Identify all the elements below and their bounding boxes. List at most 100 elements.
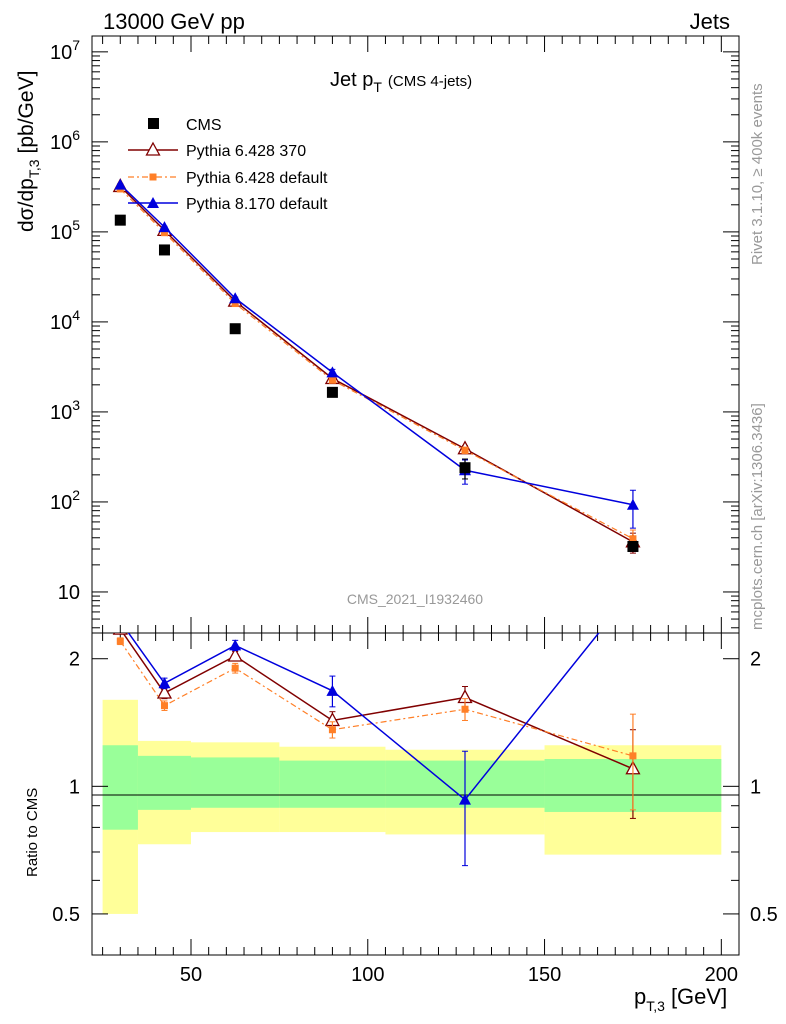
plot-title: Jet pT (CMS 4-jets) [330, 69, 472, 95]
point-2-3 [328, 376, 336, 384]
series-line-1 [119, 185, 634, 543]
series-line-2 [119, 188, 634, 540]
header-right-label: Jets [690, 9, 730, 34]
point-1-3 [328, 726, 336, 734]
main-y-tick-label-1: 102 [50, 487, 80, 514]
main-y-axis-label: dσ/dpT,3 [pb/GeV] [15, 71, 42, 232]
x-tick-label-1: 100 [351, 964, 384, 986]
point-3-3 [326, 366, 339, 378]
point-0-5 [627, 540, 639, 552]
main-y-tick-label-5: 106 [50, 127, 80, 154]
x-tick-label-0: 50 [180, 964, 202, 986]
series-3 [114, 178, 639, 529]
main-y-axis: 10 102 103 104 105 106 107 [50, 37, 739, 629]
main-y-label-main: dσ/dp [15, 178, 38, 232]
x-axis: 50 100 150 200 [102, 36, 740, 986]
point-1-1 [160, 702, 168, 710]
legend-entry-pythia6-370: Pythia 6.428 370 [128, 141, 306, 160]
ratio-plot-frame [91, 632, 740, 956]
point-0-2 [227, 647, 243, 662]
legend-label-cms: CMS [186, 117, 222, 134]
analysis-watermark: CMS_2021_I1932460 [347, 591, 483, 607]
band-inner-1 [137, 755, 191, 810]
legend-marker-pythia8-default [147, 197, 159, 208]
main-y-tick-label-0: 10 [58, 582, 80, 604]
x-label-unit: [GeV] [671, 984, 727, 1009]
band-inner-0 [102, 745, 138, 830]
x-label-main: p [634, 984, 646, 1009]
plot-title-note: (CMS 4-jets) [388, 73, 472, 90]
point-0-1 [158, 244, 170, 256]
ratio-y-tick-label-left-1: 1 [69, 776, 80, 798]
point-1-5 [629, 752, 637, 760]
point-2-3 [326, 684, 339, 696]
series-1 [116, 637, 637, 811]
point-2-0 [114, 615, 126, 626]
series-0 [114, 214, 639, 552]
main-series-layer [112, 178, 641, 554]
rivet-version-label: Rivet 3.1.10, ≥ 400k events [749, 83, 766, 265]
point-2-1 [158, 677, 171, 689]
point-0-4 [459, 462, 471, 474]
point-2-5 [629, 535, 637, 543]
point-3-1 [158, 221, 171, 233]
point-0-1 [156, 684, 173, 699]
series-line-2 [127, 633, 600, 801]
series-2 [114, 615, 600, 867]
legend: CMS Pythia 6.428 370 Pythia 6.428 defaul… [128, 117, 328, 213]
series-1 [112, 178, 641, 554]
x-label-sub: T,3 [646, 998, 665, 1014]
point-3-2 [229, 292, 242, 304]
point-1-2 [231, 664, 239, 672]
point-0-0 [112, 633, 128, 635]
legend-entry-cms: CMS [148, 117, 222, 134]
main-y-tick-label-3: 104 [50, 307, 80, 334]
x-axis-label: pT,3 [GeV] [634, 984, 727, 1014]
point-0-3 [326, 386, 338, 398]
ratio-y-tick-label-right-2: 2 [750, 649, 761, 671]
series-2 [116, 185, 637, 551]
ratio-uncertainty-bands [102, 699, 722, 914]
point-2-4 [458, 793, 471, 805]
point-3-5 [626, 498, 639, 510]
point-3-0 [114, 178, 127, 190]
legend-marker-cms [148, 118, 159, 129]
legend-label-pythia6-370: Pythia 6.428 370 [186, 143, 306, 160]
band-inner-3 [279, 760, 386, 808]
band-inner-2 [190, 757, 280, 808]
legend-marker-pythia6-default [149, 173, 157, 181]
mcplots-reference-label: mcplots.cern.ch [arXiv:1306.3436] [749, 403, 766, 630]
series-line-3 [119, 184, 634, 506]
point-1-4 [461, 705, 469, 713]
point-0-2 [229, 323, 241, 335]
series-line-0 [122, 633, 634, 770]
ratio-y-axis: 0.5 0.5 1 1 2 2 [52, 649, 778, 926]
ratio-y-tick-label-right-1: 1 [750, 776, 761, 798]
point-2-1 [160, 229, 168, 237]
legend-marker-pythia6-370 [145, 141, 161, 156]
series-line-1 [119, 640, 634, 757]
point-2-4 [461, 446, 469, 454]
main-y-tick-label-2: 103 [50, 397, 80, 424]
point-1-0 [116, 637, 124, 645]
ratio-y-tick-label-left-0: 0.5 [52, 904, 80, 926]
ratio-y-tick-label-right-0: 0.5 [750, 904, 778, 926]
legend-entry-pythia8-default: Pythia 8.170 default [128, 196, 328, 213]
point-2-2 [231, 300, 239, 308]
plot-title-sub: T [373, 79, 382, 95]
header-left-label: 13000 GeV pp [103, 9, 245, 34]
legend-entry-pythia6-default: Pythia 6.428 default [128, 170, 328, 187]
x-tick-label-2: 150 [528, 964, 561, 986]
ratio-series-layer [112, 615, 641, 867]
ratio-y-axis-label: Ratio to CMS [24, 788, 41, 877]
plot-title-main: Jet p [330, 69, 373, 91]
main-y-tick-label-4: 105 [50, 217, 80, 244]
legend-label-pythia6-default: Pythia 6.428 default [186, 170, 328, 187]
ratio-y-tick-label-left-2: 2 [69, 649, 80, 671]
point-0-0 [114, 214, 126, 226]
legend-label-pythia8-default: Pythia 8.170 default [186, 196, 328, 213]
x-tick-label-3: 200 [705, 964, 738, 986]
point-2-2 [229, 639, 242, 651]
main-y-label-unit: [pb/GeV] [15, 71, 38, 154]
